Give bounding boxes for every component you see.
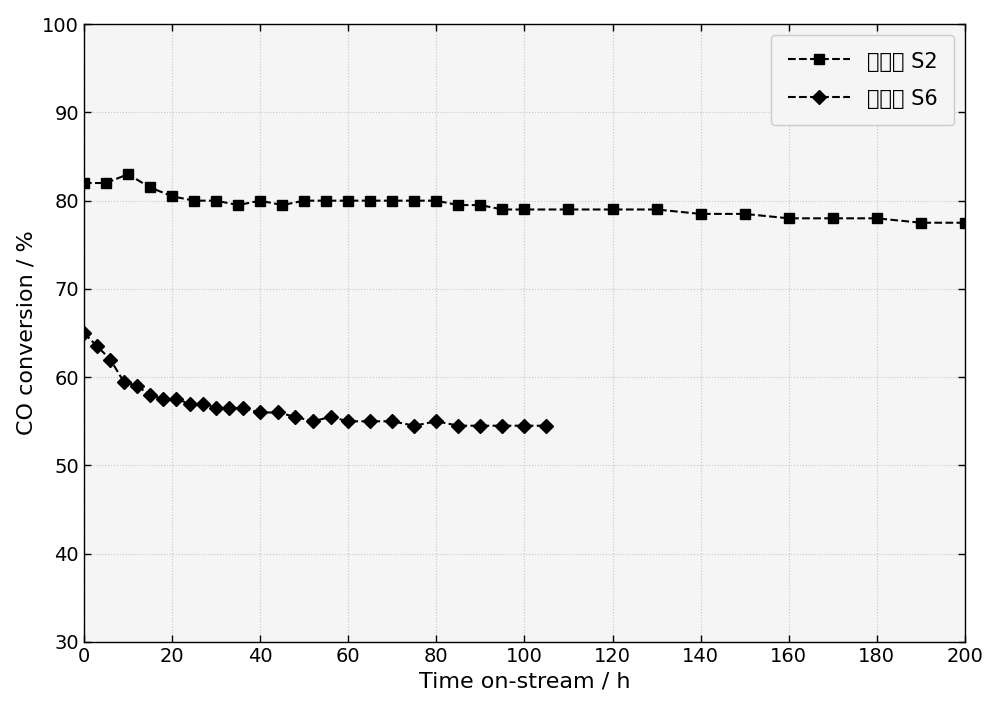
催化剂 S2 xyxy=(188,196,200,205)
催化剂 S6 xyxy=(237,404,249,412)
催化剂 S2 xyxy=(276,201,288,210)
催化剂 S6 xyxy=(184,399,196,408)
催化剂 S2 xyxy=(562,205,574,214)
催化剂 S2 xyxy=(78,178,90,187)
催化剂 S2 xyxy=(122,170,134,178)
催化剂 S2 xyxy=(827,214,839,222)
催化剂 S6 xyxy=(325,413,337,421)
催化剂 S6 xyxy=(254,409,266,417)
催化剂 S6 xyxy=(104,355,116,364)
催化剂 S2 xyxy=(100,178,112,187)
催化剂 S2 xyxy=(496,205,508,214)
催化剂 S6 xyxy=(210,404,222,412)
催化剂 S6 xyxy=(430,417,442,426)
催化剂 S6 xyxy=(78,329,90,337)
催化剂 S6 xyxy=(342,417,354,426)
Legend: 催化剂 S2, 催化剂 S6: 催化剂 S2, 催化剂 S6 xyxy=(771,35,954,125)
催化剂 S2 xyxy=(408,196,420,205)
Line: 催化剂 S2: 催化剂 S2 xyxy=(79,169,970,227)
催化剂 S2 xyxy=(452,201,464,210)
催化剂 S6 xyxy=(118,377,130,386)
催化剂 S6 xyxy=(157,395,169,404)
催化剂 S6 xyxy=(474,421,486,430)
催化剂 S2 xyxy=(783,214,795,222)
催化剂 S2 xyxy=(320,196,332,205)
催化剂 S6 xyxy=(223,404,235,412)
催化剂 S2 xyxy=(232,201,244,210)
Y-axis label: CO conversion / %: CO conversion / % xyxy=(17,231,37,435)
催化剂 S2 xyxy=(915,219,927,227)
催化剂 S2 xyxy=(144,183,156,192)
催化剂 S2 xyxy=(739,210,751,218)
催化剂 S6 xyxy=(170,395,182,404)
催化剂 S6 xyxy=(307,417,319,426)
催化剂 S6 xyxy=(197,399,209,408)
催化剂 S6 xyxy=(386,417,398,426)
催化剂 S2 xyxy=(364,196,376,205)
催化剂 S6 xyxy=(144,391,156,399)
催化剂 S6 xyxy=(496,421,508,430)
催化剂 S2 xyxy=(607,205,619,214)
催化剂 S2 xyxy=(474,201,486,210)
催化剂 S6 xyxy=(272,409,284,417)
催化剂 S6 xyxy=(131,382,143,390)
催化剂 S6 xyxy=(289,413,301,421)
催化剂 S2 xyxy=(430,196,442,205)
催化剂 S2 xyxy=(342,196,354,205)
催化剂 S2 xyxy=(959,219,971,227)
催化剂 S2 xyxy=(386,196,398,205)
X-axis label: Time on-stream / h: Time on-stream / h xyxy=(419,671,630,691)
催化剂 S2 xyxy=(518,205,530,214)
催化剂 S6 xyxy=(452,421,464,430)
催化剂 S2 xyxy=(166,192,178,200)
催化剂 S2 xyxy=(871,214,883,222)
Line: 催化剂 S6: 催化剂 S6 xyxy=(79,329,551,430)
催化剂 S2 xyxy=(254,196,266,205)
催化剂 S2 xyxy=(695,210,707,218)
催化剂 S6 xyxy=(408,421,420,430)
催化剂 S6 xyxy=(91,342,103,350)
催化剂 S6 xyxy=(518,421,530,430)
催化剂 S2 xyxy=(651,205,663,214)
催化剂 S6 xyxy=(364,417,376,426)
催化剂 S2 xyxy=(210,196,222,205)
催化剂 S2 xyxy=(298,196,310,205)
催化剂 S6 xyxy=(540,421,552,430)
